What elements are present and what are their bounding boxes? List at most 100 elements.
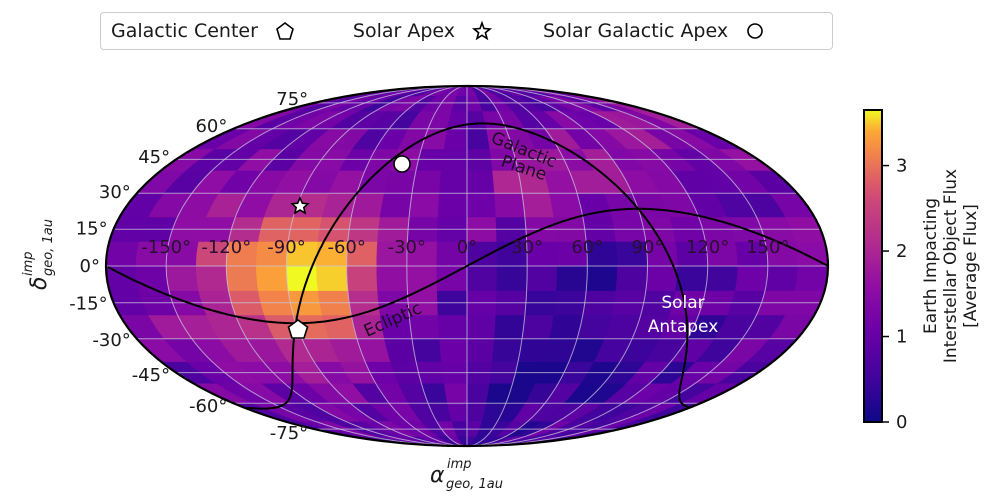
ecliptic-curve xyxy=(466,207,828,267)
solar-antapex-label: Solar xyxy=(661,293,704,313)
lat-tick-label: -45° xyxy=(132,365,170,386)
lat-tick-label: 60° xyxy=(195,116,227,137)
heatmap-cell xyxy=(379,193,413,218)
longitude-line xyxy=(466,86,588,446)
heatmap-cell xyxy=(466,128,491,150)
svg-text:imp: imp xyxy=(21,251,36,276)
legend-item-solar-apex: Solar Apex xyxy=(353,20,493,42)
lon-tick-label: -90° xyxy=(267,237,305,258)
lon-tick-label: 60° xyxy=(571,237,603,258)
heatmap-cell xyxy=(195,265,229,291)
longitude-line xyxy=(466,86,769,446)
heatmap-cell xyxy=(645,265,678,291)
heatmap-cell xyxy=(492,338,523,362)
lat-tick-label: -60° xyxy=(189,396,227,417)
svg-text:Interstellar Object Flux: Interstellar Object Flux xyxy=(941,169,961,363)
legend-label: Galactic Center xyxy=(111,20,258,42)
heatmap-cell xyxy=(585,265,618,291)
heatmap-cell xyxy=(436,265,468,291)
x-axis-label: α imp geo, 1au xyxy=(430,457,503,492)
legend-item-galactic-center: Galactic Center xyxy=(111,20,296,42)
solar-galactic-apex-marker xyxy=(393,155,411,173)
heatmap-cell xyxy=(439,338,468,362)
colorbar-ticks: 0 1 2 3 xyxy=(882,156,907,433)
colorbar-label: Earth Impacting Interstellar Object Flux… xyxy=(921,169,981,363)
pentagon-icon xyxy=(275,22,294,40)
legend-label: Solar Galactic Apex xyxy=(543,20,729,42)
heatmap-cell xyxy=(615,265,648,291)
heatmap-cell xyxy=(346,265,378,291)
longitude-line xyxy=(285,86,468,446)
lat-tick-label: 30° xyxy=(99,182,131,203)
lon-tick-label: -60° xyxy=(327,237,365,258)
latitude-tick-labels: 75° 60° 45° 30° 15° 0° -15° -30°-45° -60° -75° xyxy=(69,89,308,444)
lon-tick-label: 150° xyxy=(746,237,789,258)
lat-tick-label: 0° xyxy=(80,256,100,277)
lon-tick-label: 0° xyxy=(457,237,477,258)
heatmap-cell xyxy=(556,265,588,291)
colorbar: 0 1 2 3 Earth Impacting Interstellar Object… xyxy=(863,109,981,433)
lat-tick-label: -30° xyxy=(92,330,130,351)
heatmap-cell xyxy=(256,265,289,291)
lon-tick-label: -150° xyxy=(141,237,191,258)
heatmap-cell xyxy=(466,170,495,194)
longitude-line xyxy=(165,86,468,446)
heatmap-cell xyxy=(376,265,408,291)
heatmap-cell xyxy=(466,193,497,218)
solar-antapex-label-2: Antapex xyxy=(648,317,719,337)
svg-text:geo, 1au: geo, 1au xyxy=(41,219,56,276)
lat-tick-label: 15° xyxy=(76,218,108,239)
heatmap-cell xyxy=(437,314,468,340)
svg-text:Earth Impacting: Earth Impacting xyxy=(921,198,941,334)
heatmap-cell xyxy=(437,193,468,218)
heatmap-cell xyxy=(705,265,739,291)
heatmap-cell xyxy=(526,265,558,291)
heatmap-cell xyxy=(794,265,828,291)
heatmap-cell xyxy=(443,128,468,150)
heatmap-cell xyxy=(466,382,491,404)
galactic-center-marker xyxy=(287,319,309,339)
heatmap-cell xyxy=(494,314,526,340)
heatmap-cell xyxy=(106,241,140,267)
lat-tick-label: -15° xyxy=(69,294,107,315)
galactic-plane-curve xyxy=(247,265,314,410)
graticule-grid xyxy=(106,86,828,446)
longitude-line xyxy=(406,86,468,446)
heatmap-cell xyxy=(494,193,526,218)
heatmap-cell xyxy=(466,265,498,291)
heatmap-cell xyxy=(165,265,200,291)
colorbar-tick-label: 1 xyxy=(896,327,907,348)
svg-text:geo, 1au: geo, 1au xyxy=(446,477,503,492)
lon-tick-label: -30° xyxy=(388,237,426,258)
heatmap-cell xyxy=(764,265,799,291)
colorbar-gradient xyxy=(863,109,883,423)
solar-apex-marker xyxy=(290,196,310,215)
heatmap-cell xyxy=(135,265,170,291)
y-axis-label: δ imp geo, 1au xyxy=(21,219,56,290)
svg-text:δ: δ xyxy=(27,277,52,290)
heatmap-cell xyxy=(406,265,438,291)
lon-tick-label: 120° xyxy=(686,237,729,258)
heatmap-cell xyxy=(411,170,442,194)
heatmap-cell xyxy=(521,193,555,218)
lon-tick-label: -120° xyxy=(201,237,251,258)
heatmap-cell xyxy=(443,382,468,404)
legend-item-solar-galactic-apex: Solar Galactic Apex xyxy=(543,20,766,42)
heatmap-cell xyxy=(439,170,468,194)
heatmap-cell xyxy=(408,193,440,218)
longitude-tick-labels: -150° -120° -90° -60° -30° 0° 30° 60° 90° 120° 150… xyxy=(141,237,789,258)
longitude-line xyxy=(225,86,468,446)
lon-tick-label: 90° xyxy=(632,237,664,258)
longitude-line xyxy=(466,86,528,446)
longitude-line xyxy=(466,86,709,446)
heatmap-cell xyxy=(466,338,495,362)
svg-text:[Average Flux]: [Average Flux] xyxy=(961,204,981,328)
star-icon xyxy=(471,20,493,41)
lat-tick-label: -75° xyxy=(270,423,308,444)
lat-tick-label: 75° xyxy=(276,89,308,110)
legend: Galactic Center Solar Apex Solar Galacti… xyxy=(100,12,833,50)
heatmap-cell xyxy=(496,265,528,291)
colorbar-tick-label: 3 xyxy=(896,156,907,177)
galactic-plane-curve xyxy=(311,122,691,409)
